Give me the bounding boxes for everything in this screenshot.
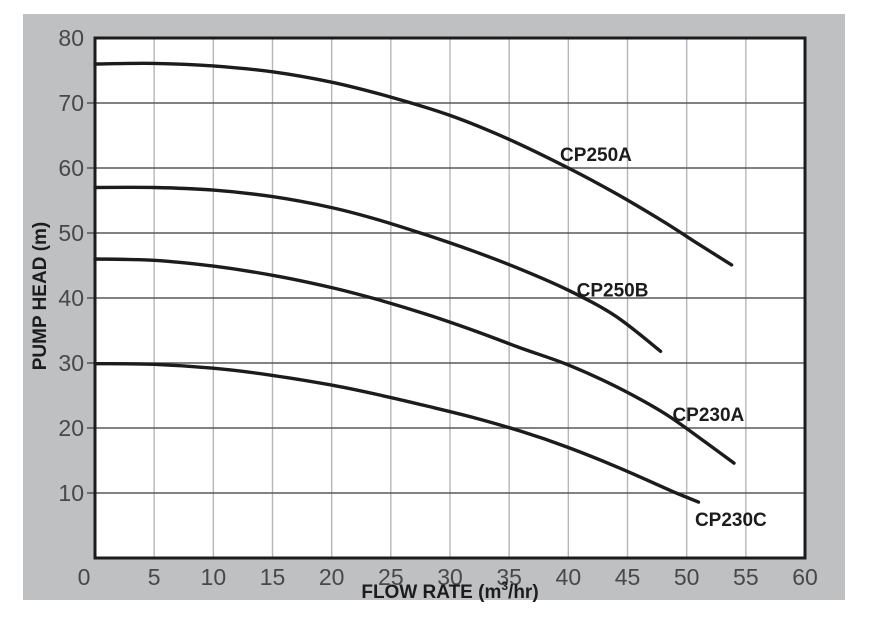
curve-label-CP250A: CP250A [560, 145, 632, 166]
x-tick-label: 15 [260, 564, 286, 590]
origin-tick-label: 0 [78, 564, 91, 590]
curve-label-CP230A: CP230A [672, 405, 744, 426]
y-tick-label: 60 [58, 155, 84, 181]
x-axis-tick-labels: 5 10 15 20 25 30 35 40 45 50 55 60 [148, 564, 818, 590]
curve-label-CP230C: CP230C [695, 510, 767, 531]
x-tick-label: 35 [496, 564, 522, 590]
x-tick-label: 10 [201, 564, 227, 590]
x-tick-label: 20 [319, 564, 345, 590]
y-tick-label: 50 [58, 220, 84, 246]
curve-labels: CP250A CP250B CP230A CP230C [560, 145, 767, 531]
x-tick-label: 5 [148, 564, 161, 590]
curve-CP250A [93, 61, 734, 267]
curve-label-CP250B: CP250B [577, 281, 649, 302]
curve-CP230C [93, 361, 701, 504]
y-tick-label: 20 [58, 415, 84, 441]
x-tick-label: 50 [674, 564, 700, 590]
y-axis-title: PUMP HEAD (m) [30, 222, 51, 371]
x-axis-title: FLOW RATE (m3/hr) [361, 579, 538, 603]
x-tick-label: 45 [615, 564, 641, 590]
x-tick-label: 25 [378, 564, 404, 590]
x-axis-title-prefix: FLOW RATE (m [361, 582, 501, 603]
curve-CP230A [93, 257, 736, 465]
y-tick-label: 70 [58, 90, 84, 116]
plot-border [93, 36, 807, 560]
pump-curves [93, 61, 736, 504]
y-tick-label: 10 [58, 480, 84, 506]
x-tick-label: 55 [733, 564, 759, 590]
y-axis-tick-labels: 10 20 30 40 50 60 70 80 [58, 25, 84, 506]
x-axis-title-superscript: 3 [501, 579, 508, 593]
y-tick-label: 30 [58, 350, 84, 376]
x-tick-label: 60 [792, 564, 818, 590]
x-tick-label: 30 [437, 564, 463, 590]
x-axis-title-suffix: /hr) [508, 582, 539, 603]
y-tick-label: 40 [58, 285, 84, 311]
curve-CP250B [93, 185, 663, 353]
x-tick-label: 40 [556, 564, 582, 590]
y-tick-label: 80 [58, 25, 84, 51]
